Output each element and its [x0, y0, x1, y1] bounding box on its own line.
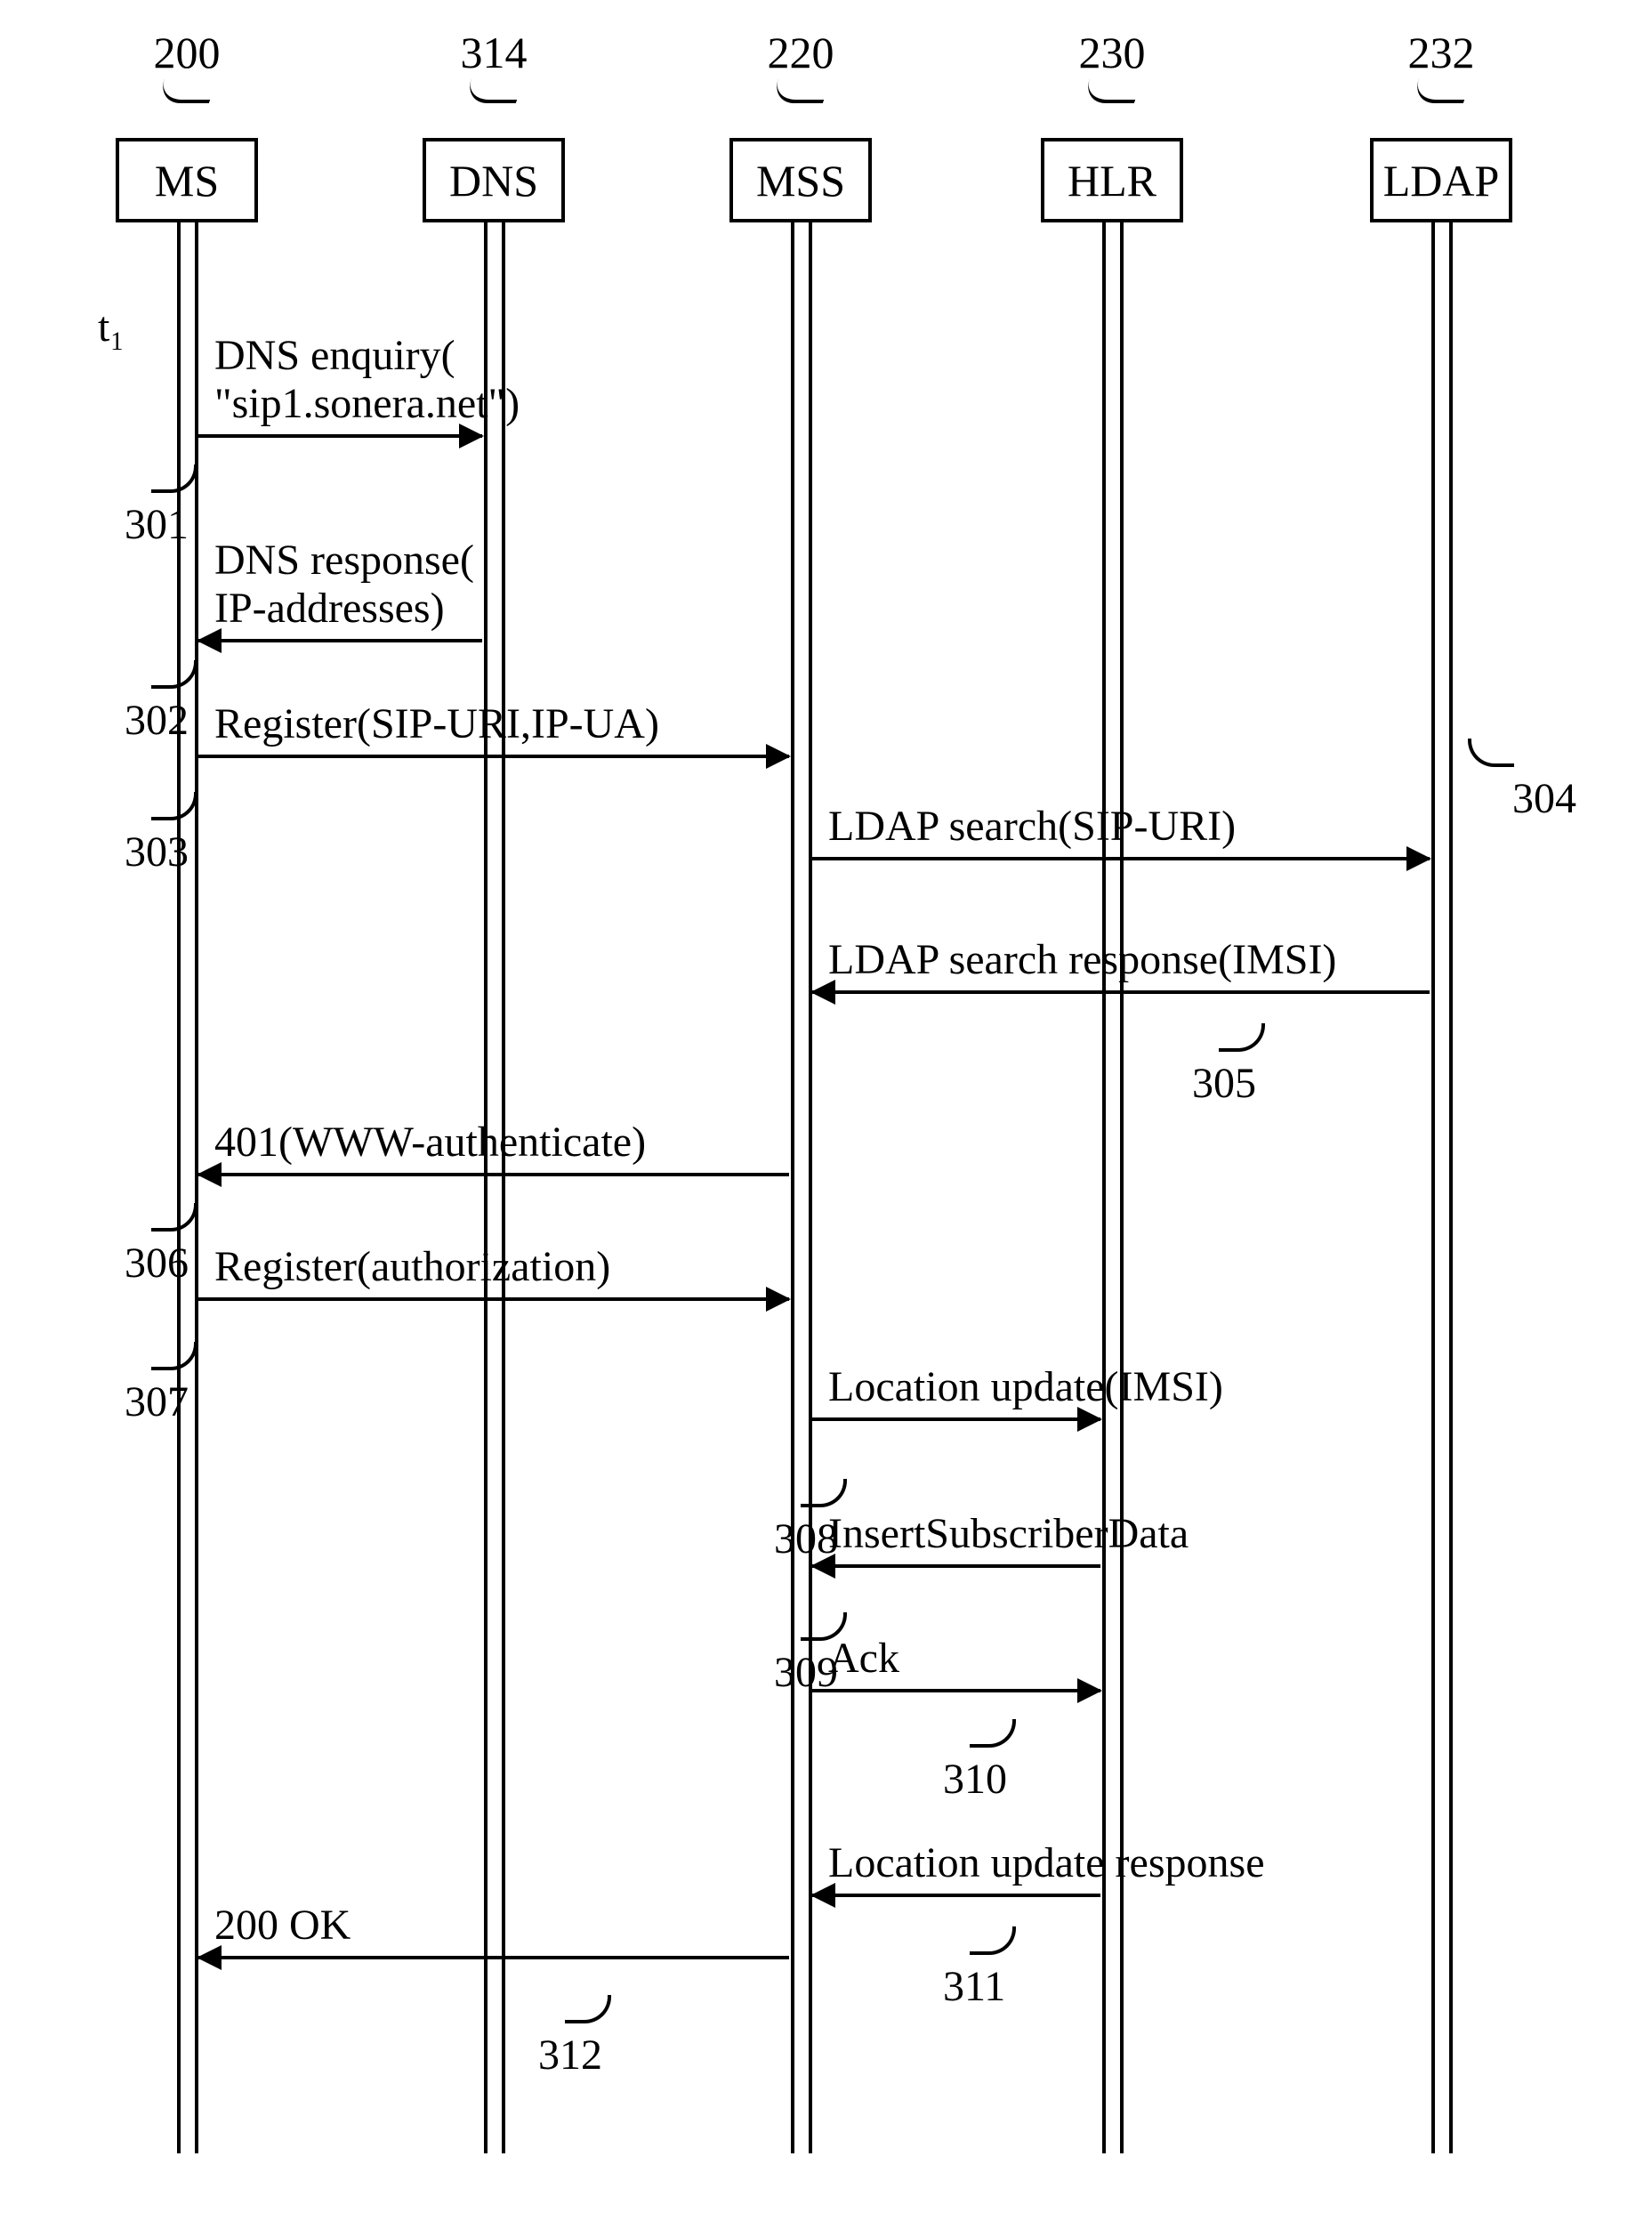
msg-label-308: Location update(IMSI) — [828, 1362, 1223, 1411]
arrow-shaft-308 — [812, 1417, 1100, 1421]
ref-312: 312 — [538, 2031, 602, 2080]
ref-305: 305 — [1192, 1059, 1256, 1108]
msg-label-307: Register(authorization) — [214, 1242, 610, 1291]
arrow-head-304 — [1406, 846, 1431, 871]
actor-box-dns: DNS — [423, 138, 565, 222]
ref-310: 310 — [943, 1755, 1007, 1804]
arrow-shaft-302 — [198, 639, 482, 642]
lifeline-dns-l — [484, 222, 488, 2153]
ref-swoosh-306 — [151, 1203, 197, 1232]
actor-box-hlr: HLR — [1041, 138, 1183, 222]
actor-number-ms: 200 — [133, 27, 240, 78]
arrow-shaft-303 — [198, 755, 789, 758]
actor-box-ms: MS — [116, 138, 258, 222]
ref-swoosh-305 — [1219, 1023, 1265, 1052]
lifeline-ms-r — [195, 222, 198, 2153]
msg-label-304: LDAP search(SIP-URI) — [828, 802, 1236, 851]
arrow-shaft-310 — [812, 1689, 1100, 1692]
actor-number-hlr: 230 — [1059, 27, 1165, 78]
arrow-shaft-305 — [812, 990, 1430, 994]
actor-swoosh-dns — [463, 78, 525, 103]
msg-label-311: Location update response — [828, 1838, 1265, 1887]
actor-number-mss: 220 — [747, 27, 854, 78]
ref-307: 307 — [125, 1377, 189, 1426]
lifeline-dns-r — [502, 222, 505, 2153]
actor-swoosh-hlr — [1081, 78, 1143, 103]
ref-swoosh-304 — [1468, 739, 1514, 767]
arrow-shaft-301 — [198, 434, 482, 438]
ref-swoosh-307 — [151, 1342, 197, 1370]
msg-label-301-1: "sip1.sonera.net") — [214, 379, 520, 428]
msg-label-303: Register(SIP-URI,IP-UA) — [214, 699, 659, 748]
arrow-shaft-304 — [812, 857, 1430, 860]
ref-303: 303 — [125, 828, 189, 876]
actor-swoosh-ms — [156, 78, 218, 103]
ref-311: 311 — [943, 1962, 1005, 2011]
arrow-head-310 — [1077, 1678, 1102, 1703]
ref-swoosh-303 — [151, 792, 197, 820]
arrow-shaft-306 — [198, 1173, 789, 1176]
actor-swoosh-ldap — [1410, 78, 1472, 103]
lifeline-ldap-r — [1449, 222, 1453, 2153]
ref-306: 306 — [125, 1239, 189, 1288]
actor-number-dns: 314 — [440, 27, 547, 78]
ref-swoosh-301 — [151, 464, 197, 493]
ref-swoosh-302 — [151, 660, 197, 689]
ref-swoosh-311 — [970, 1926, 1016, 1955]
ref-301: 301 — [125, 500, 189, 549]
actor-number-ldap: 232 — [1388, 27, 1495, 78]
msg-label-301-0: DNS enquiry( — [214, 331, 455, 380]
lifeline-mss-l — [791, 222, 794, 2153]
msg-label-310: Ack — [828, 1634, 899, 1683]
ref-swoosh-312 — [565, 1995, 611, 2023]
actor-box-ldap: LDAP — [1370, 138, 1512, 222]
arrow-head-307 — [766, 1287, 791, 1312]
msg-label-306: 401(WWW-authenticate) — [214, 1118, 646, 1167]
arrow-shaft-307 — [198, 1297, 789, 1301]
msg-label-302-1: IP-addresses) — [214, 584, 445, 633]
ref-304: 304 — [1512, 774, 1576, 823]
msg-label-312: 200 OK — [214, 1901, 351, 1950]
ref-swoosh-308 — [801, 1479, 847, 1507]
lifeline-mss-r — [809, 222, 812, 2153]
arrow-shaft-309 — [812, 1564, 1100, 1568]
ref-swoosh-310 — [970, 1719, 1016, 1748]
time-marker-t1: t₁ — [98, 303, 125, 351]
msg-label-305: LDAP search response(IMSI) — [828, 935, 1336, 984]
arrow-shaft-311 — [812, 1894, 1100, 1897]
arrow-shaft-312 — [198, 1956, 789, 1959]
msg-label-302-0: DNS response( — [214, 536, 474, 585]
ref-302: 302 — [125, 696, 189, 745]
actor-swoosh-mss — [770, 78, 832, 103]
arrow-head-303 — [766, 744, 791, 769]
lifeline-ldap-l — [1431, 222, 1435, 2153]
msg-label-309: InsertSubscriberData — [828, 1509, 1189, 1558]
actor-box-mss: MSS — [729, 138, 872, 222]
